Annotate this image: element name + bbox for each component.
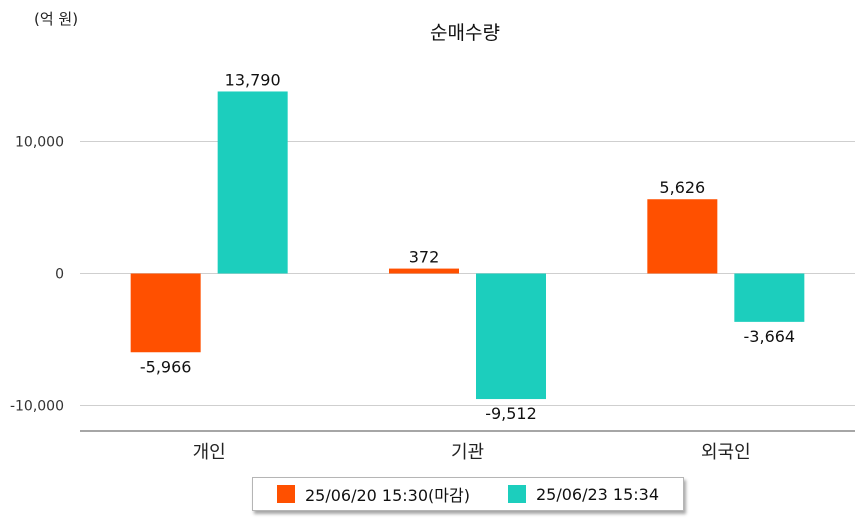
unit-label: (억 원) <box>34 10 79 28</box>
bar-1-1[interactable] <box>130 273 201 353</box>
y-tick-label-1: 0 <box>55 267 64 283</box>
y-tick-label-0: 10,000 <box>15 135 64 151</box>
legend-label-series-1: 25/06/20 15:30(마감) <box>304 486 470 505</box>
legend-label-series-2: 25/06/23 15:34 <box>535 484 660 504</box>
data-label-1-3: 5,626 <box>659 178 705 197</box>
legend-swatch-series-1 <box>276 485 295 503</box>
data-label-1-2: 372 <box>409 248 440 267</box>
bar-1-3[interactable] <box>647 199 718 274</box>
legend-item-series-1[interactable]: 25/06/20 15:30(마감) <box>276 482 470 506</box>
bar-2-2[interactable] <box>476 273 546 400</box>
legend-item-series-2[interactable]: 25/06/23 15:34 <box>507 484 660 504</box>
data-label-1-1: -5,966 <box>140 357 192 376</box>
data-label-2-2: -9,512 <box>485 404 537 423</box>
bar-1-2[interactable] <box>389 268 459 274</box>
chart-title: 순매수량 <box>430 22 500 44</box>
y-tick-label-2: -10,000 <box>10 399 64 415</box>
bar-2-1[interactable] <box>217 91 288 274</box>
data-label-2-3: -3,664 <box>744 327 796 346</box>
data-label-2-1: 13,790 <box>225 70 281 89</box>
bar-2-3[interactable] <box>734 273 805 322</box>
x-tick-label-2: 기관 <box>451 442 484 463</box>
legend: 25/06/20 15:30(마감) 25/06/23 15:34 <box>252 477 684 511</box>
legend-swatch-series-2 <box>507 485 526 503</box>
x-tick-label-3: 외국인 <box>701 442 751 463</box>
x-tick-label-1: 개인 <box>193 442 226 463</box>
